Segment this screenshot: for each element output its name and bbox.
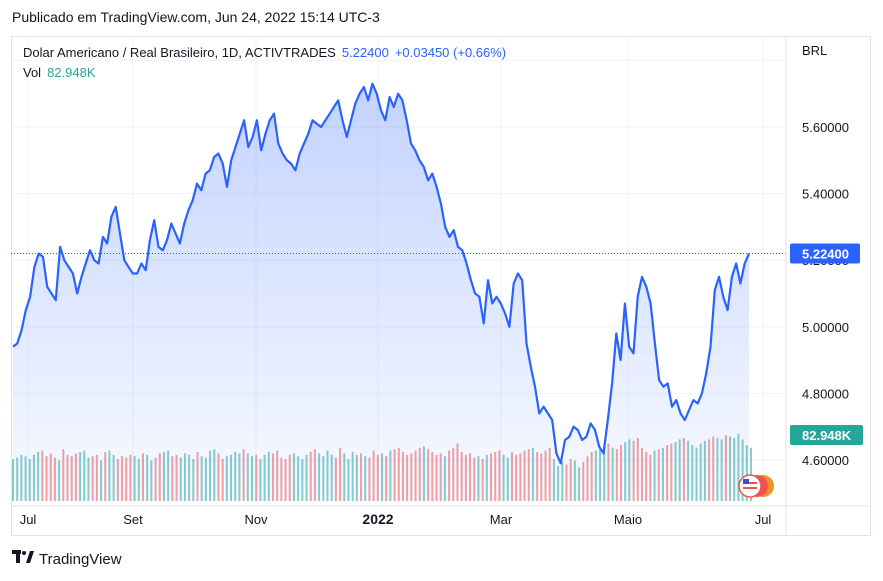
- volume-value: 82.948K: [47, 65, 96, 80]
- price-area: [13, 83, 749, 501]
- footer-brand[interactable]: TradingView: [12, 550, 122, 568]
- us-flag-canton: [743, 479, 749, 484]
- currency-label: BRL: [802, 43, 827, 58]
- price-line: [12, 82, 751, 465]
- price-tick-label: 5.60000: [802, 120, 849, 135]
- time-tick-label: Nov: [244, 512, 268, 527]
- time-tick-label: Set: [123, 512, 143, 527]
- volume-badge: [790, 425, 863, 445]
- time-tick-label: Jul: [20, 512, 37, 527]
- tradingview-logo-icon: [12, 550, 34, 568]
- time-tick-label: Maio: [614, 512, 642, 527]
- us-flag-stripe: [743, 482, 757, 484]
- symbol-description: Dolar Americano / Real Brasileiro, 1D, A…: [23, 45, 336, 60]
- price-tick-label: 5.40000: [802, 187, 849, 202]
- brand-name: TradingView: [39, 550, 122, 568]
- price-change: +0.03450 (+0.66%): [394, 45, 507, 60]
- us-flag-icon: [738, 474, 762, 498]
- time-tick-label: 2022: [362, 511, 393, 527]
- chart-frame: [11, 36, 871, 536]
- last-price: 5.22400: [341, 45, 389, 60]
- time-tick-label: Jul: [755, 512, 772, 527]
- volume-label: Vol: [23, 65, 42, 80]
- price-tick-label: 4.60000: [802, 453, 849, 468]
- last-price-badge: [790, 243, 860, 264]
- chart-legend: Dolar Americano / Real Brasileiro, 1D, A…: [23, 45, 506, 60]
- last-price-badge-text: 5.22400: [802, 247, 849, 262]
- volume-badge-text: 82.948K: [802, 428, 852, 443]
- published-caption: Publicado em TradingView.com, Jun 24, 20…: [12, 9, 380, 25]
- volume-legend: Vol 82.948K: [23, 65, 96, 80]
- price-chart[interactable]: BRL5.200005.400005.600005.000004.800004.…: [11, 36, 871, 536]
- price-tick-label: 5.00000: [802, 320, 849, 335]
- time-tick-label: Mar: [490, 512, 513, 527]
- us-flag-stripe: [743, 487, 757, 489]
- price-tick-label: 4.80000: [802, 386, 849, 401]
